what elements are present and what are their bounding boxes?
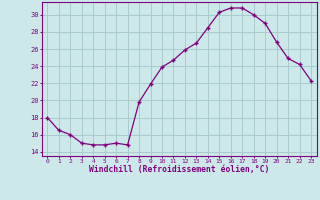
- X-axis label: Windchill (Refroidissement éolien,°C): Windchill (Refroidissement éolien,°C): [89, 165, 269, 174]
